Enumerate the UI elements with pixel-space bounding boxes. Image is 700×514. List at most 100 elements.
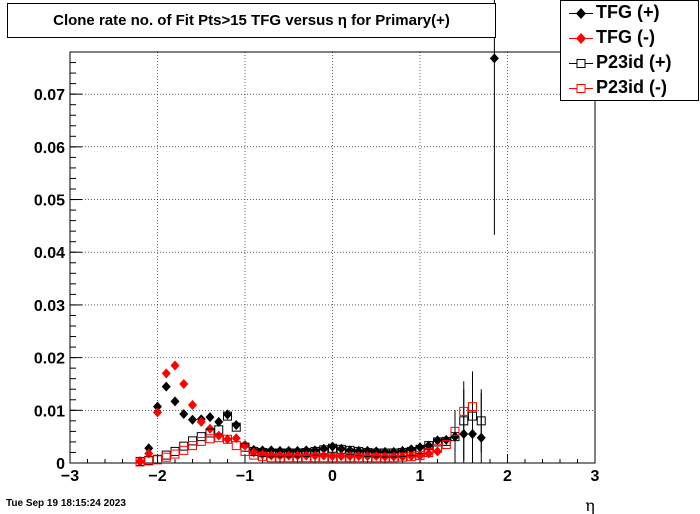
data-point (468, 402, 477, 412)
legend-item-p23id-plus: P23id (+) (561, 51, 700, 76)
data-point (275, 448, 285, 458)
data-point (179, 378, 189, 389)
data-point (161, 452, 171, 462)
diamond-marker-icon (569, 8, 593, 19)
data-point (188, 441, 197, 451)
data-point (389, 448, 399, 458)
square-marker-icon (569, 84, 593, 93)
data-point (293, 450, 302, 461)
data-point (231, 422, 241, 432)
data-point (293, 448, 302, 458)
data-point (266, 453, 276, 463)
data-point (275, 453, 285, 463)
legend-item-tfg-plus: TFG (+) (561, 1, 700, 26)
data-point (433, 446, 442, 457)
data-point (398, 447, 407, 457)
data-point (170, 396, 180, 407)
square-marker-icon (569, 59, 593, 68)
data-point (371, 453, 381, 463)
x-tick-label: 3 (591, 468, 600, 485)
data-point (231, 433, 241, 444)
data-point (424, 447, 434, 457)
data-point (144, 456, 154, 466)
data-point (188, 414, 197, 425)
data-point (398, 452, 407, 462)
data-point (459, 406, 469, 416)
data-point (389, 453, 399, 463)
legend-label: TFG (-) (596, 27, 655, 47)
data-point (301, 453, 311, 463)
data-point (336, 453, 346, 463)
data-point (153, 401, 162, 412)
data-point (179, 408, 189, 419)
data-point (345, 445, 355, 456)
legend: TFG (+) TFG (-) P23id (+) P23id (-) (560, 0, 699, 101)
data-point (406, 452, 416, 462)
data-point (275, 450, 285, 461)
data-point (196, 416, 206, 427)
legend-item-tfg-minus: TFG (-) (561, 26, 700, 51)
data-point (161, 381, 171, 392)
data-point (249, 450, 259, 460)
data-point (310, 453, 320, 463)
data-point (179, 445, 189, 455)
data-point (258, 452, 267, 462)
data-point (161, 368, 171, 379)
data-point (459, 416, 469, 426)
x-tick-label: 1 (416, 468, 425, 485)
data-point (196, 436, 206, 446)
y-tick-label: 0.05 (34, 193, 65, 210)
data-point (205, 428, 215, 438)
x-tick-label: −2 (148, 468, 166, 485)
data-point (415, 442, 425, 453)
data-point (345, 453, 355, 463)
x-tick-label: −1 (236, 468, 254, 485)
data-point (153, 455, 162, 465)
data-point (170, 360, 180, 371)
legend-label: P23id (-) (596, 77, 668, 97)
data-point (266, 445, 276, 456)
data-point (380, 453, 390, 463)
data-point (284, 448, 294, 458)
data-point (433, 443, 442, 453)
data-point (336, 443, 346, 454)
timestamp: Tue Sep 19 18:15:24 2023 (6, 498, 126, 509)
chart-title-text: Clone rate no. of Fit Pts>15 TFG versus … (53, 12, 450, 29)
data-point (170, 449, 180, 459)
data-point (406, 444, 416, 455)
chart-title: Clone rate no. of Fit Pts>15 TFG versus … (7, 3, 496, 38)
data-point (319, 450, 329, 461)
data-point (433, 437, 442, 447)
data-point (415, 444, 425, 454)
data-point (258, 449, 267, 460)
x-tick-label: −3 (61, 468, 79, 485)
data-point (301, 450, 311, 461)
data-point (363, 447, 372, 457)
legend-label: P23id (+) (596, 52, 672, 72)
legend-label: TFG (+) (596, 2, 660, 22)
data-point (153, 407, 162, 418)
data-point (284, 450, 294, 461)
data-point (310, 446, 320, 456)
data-point (450, 432, 460, 442)
diamond-marker-icon (569, 33, 593, 44)
data-point (188, 436, 197, 446)
data-point (266, 450, 276, 461)
data-point (240, 446, 250, 456)
data-point (214, 433, 224, 443)
data-point (196, 432, 206, 442)
data-point (380, 448, 390, 458)
x-tick-label: 2 (503, 468, 512, 485)
data-point (223, 411, 232, 421)
y-tick-label: 0.01 (34, 403, 65, 420)
data-point (205, 412, 215, 423)
data-point (406, 451, 416, 462)
data-point (266, 448, 276, 458)
data-point (328, 443, 337, 453)
data-point (476, 416, 486, 426)
data-point (371, 448, 381, 458)
data-point (489, 53, 499, 64)
y-tick-label: 0.04 (34, 245, 65, 262)
data-point (214, 430, 224, 441)
